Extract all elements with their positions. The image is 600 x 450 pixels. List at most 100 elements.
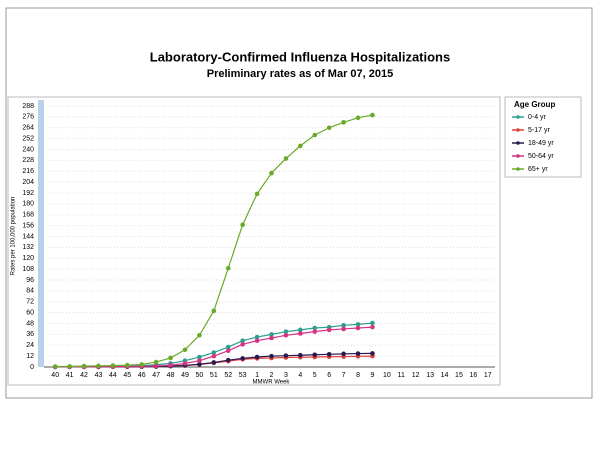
data-point — [225, 348, 231, 353]
data-point — [355, 322, 361, 327]
data-point — [168, 355, 173, 361]
x-tick-label: 40 — [51, 372, 59, 379]
chart-subtitle: Preliminary rates as of Mar 07, 2015 — [207, 68, 394, 80]
x-tick-label: 10 — [383, 372, 391, 379]
data-point — [298, 352, 303, 358]
x-tick-label: 14 — [441, 372, 449, 379]
legend-label: 0-4 yr — [528, 114, 547, 121]
y-tick-label: 216 — [22, 168, 34, 175]
y-tick-label: 204 — [22, 179, 34, 186]
legend-marker — [516, 141, 520, 145]
legend-label: 65+ yr — [528, 166, 548, 173]
data-point — [197, 361, 202, 367]
data-point — [240, 356, 245, 361]
y-tick-label: 180 — [22, 201, 34, 208]
x-tick-label: 41 — [66, 372, 74, 379]
data-point — [153, 359, 159, 365]
y-tick-label: 228 — [22, 157, 34, 164]
data-point — [211, 360, 217, 365]
data-point — [312, 329, 318, 334]
legend — [504, 96, 582, 178]
x-tick-label: 53 — [239, 372, 247, 379]
x-tick-label: 49 — [181, 372, 189, 379]
y-tick-label: 96 — [26, 277, 34, 284]
y-tick-label: 84 — [26, 288, 34, 295]
plot-frame — [7, 96, 501, 386]
data-point — [197, 354, 202, 360]
data-point — [269, 332, 274, 337]
data-point — [341, 351, 346, 357]
x-tick-label: 2 — [270, 372, 274, 379]
y-tick-label: 48 — [26, 320, 34, 327]
y-tick-label: 144 — [22, 233, 34, 240]
x-tick-label: 16 — [469, 372, 477, 379]
chart-title: Laboratory-Confirmed Influenza Hospitali… — [150, 49, 450, 64]
data-point — [283, 329, 289, 334]
y-tick-label: 24 — [26, 342, 34, 349]
data-point — [370, 324, 375, 330]
frame — [5, 7, 593, 399]
data-point — [182, 361, 188, 366]
data-point — [139, 362, 145, 367]
x-tick-label: 50 — [196, 372, 204, 379]
data-point — [197, 358, 202, 363]
data-point — [197, 332, 202, 338]
legend-marker — [516, 128, 520, 132]
data-point — [341, 326, 346, 332]
y-tick-label: 168 — [22, 212, 34, 219]
x-tick-label: 4 — [298, 372, 302, 379]
legend-label: 18-49 yr — [528, 140, 554, 147]
data-point — [283, 156, 289, 161]
data-point — [283, 332, 289, 338]
legend-marker — [516, 115, 520, 119]
data-point — [312, 325, 318, 331]
data-point — [326, 125, 332, 131]
legend-marker — [516, 154, 520, 158]
data-point — [298, 327, 303, 333]
x-tick-label: 47 — [152, 372, 160, 379]
data-point — [298, 143, 303, 149]
x-tick-label: 5 — [313, 372, 317, 379]
data-point — [240, 338, 245, 344]
data-point — [240, 342, 245, 347]
axis-band — [38, 100, 44, 367]
data-point — [283, 353, 289, 358]
y-tick-label: 132 — [22, 244, 34, 251]
x-tick-label: 42 — [80, 372, 88, 379]
x-tick-label: 7 — [342, 372, 346, 379]
legend-title: Age Group — [514, 100, 555, 109]
data-point — [153, 363, 159, 369]
data-point — [225, 265, 231, 271]
data-point — [312, 352, 318, 358]
y-tick-label: 72 — [26, 299, 34, 306]
data-point — [355, 115, 361, 121]
data-point — [341, 323, 346, 328]
data-point — [298, 331, 303, 336]
y-tick-label: 192 — [22, 190, 34, 197]
data-point — [370, 320, 375, 326]
x-tick-label: 51 — [210, 372, 218, 379]
x-tick-label: 45 — [123, 372, 131, 379]
data-point — [326, 327, 332, 333]
data-point — [211, 308, 217, 314]
data-point — [326, 352, 332, 357]
data-point — [312, 132, 318, 138]
data-point — [254, 334, 260, 340]
data-point — [341, 120, 346, 125]
data-point — [67, 364, 72, 369]
x-tick-label: 46 — [138, 372, 146, 379]
data-point — [254, 191, 260, 197]
data-point — [254, 354, 260, 360]
y-tick-label: 156 — [22, 222, 34, 229]
data-point — [355, 351, 361, 356]
data-point — [81, 363, 87, 369]
x-tick-label: 17 — [484, 372, 492, 379]
y-axis-title: Rates per 100,000 population — [11, 197, 17, 276]
x-tick-label: 8 — [356, 372, 360, 379]
y-tick-label: 108 — [22, 266, 34, 273]
y-tick-label: 252 — [22, 135, 34, 142]
data-point — [52, 364, 58, 369]
x-tick-label: 43 — [95, 372, 103, 379]
y-tick-label: 240 — [22, 146, 34, 153]
